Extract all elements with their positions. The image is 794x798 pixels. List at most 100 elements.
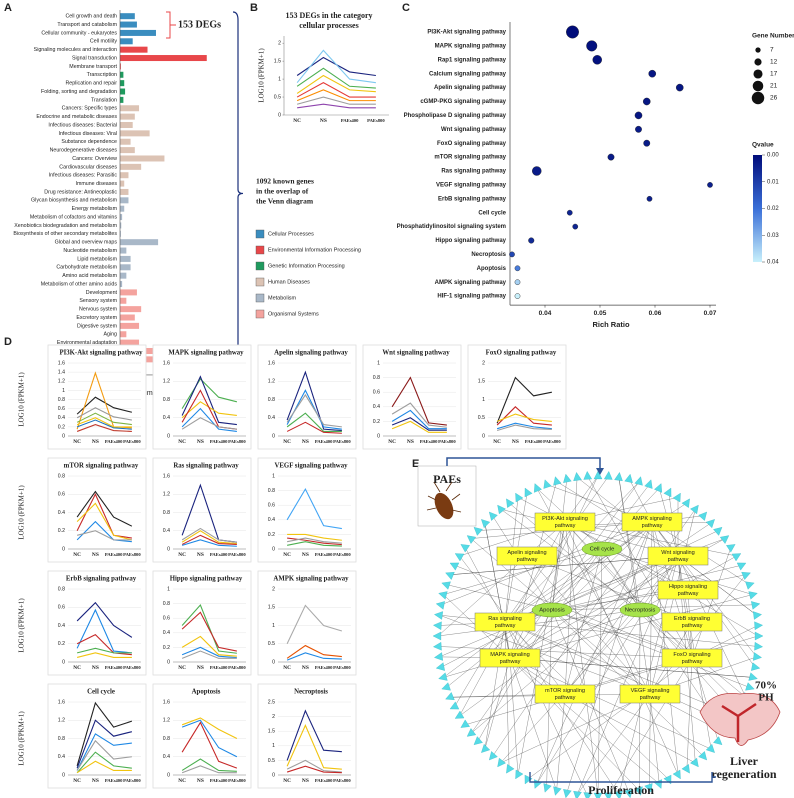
gene-node xyxy=(553,786,562,796)
data-line xyxy=(286,644,342,659)
bar xyxy=(120,297,127,304)
category-label: Digestive system xyxy=(77,323,118,329)
x-tick-label: NC xyxy=(178,665,186,671)
process-label: Apoptosis xyxy=(539,608,565,614)
category-label: Amino acid metabolism xyxy=(62,273,117,279)
x-tick-label: NS xyxy=(197,439,204,445)
legend-label: Environmental Information Processing xyxy=(268,247,361,253)
y-tick-label: 0 xyxy=(167,659,170,665)
data-line xyxy=(391,420,447,433)
gene-node xyxy=(454,710,465,719)
y-tick-label: 0.6 xyxy=(58,406,65,412)
gene-node xyxy=(524,774,533,785)
data-line xyxy=(181,719,238,758)
y-tick-label: 0 xyxy=(272,772,275,778)
category-label: Infectious diseases: Bacterial xyxy=(48,122,117,128)
chart-title: PI3K-Akt signaling pathway xyxy=(59,350,143,357)
y-tick-label: 0.4 xyxy=(58,510,65,516)
category-label: Environmental adaptation xyxy=(57,340,117,346)
legend-bubble xyxy=(752,80,764,92)
bar xyxy=(120,105,140,112)
data-line xyxy=(76,647,132,654)
bar xyxy=(120,205,125,212)
edge xyxy=(470,548,603,734)
y-tick-label: 0.8 xyxy=(268,397,275,403)
data-line xyxy=(286,393,342,428)
edge xyxy=(601,548,641,611)
colorbar-label: 0.00 xyxy=(767,153,779,159)
edge xyxy=(437,521,566,637)
annotation: 1092 known genes xyxy=(256,177,314,186)
data-line xyxy=(76,530,132,541)
edge xyxy=(492,521,653,757)
y-tick-label: 0 xyxy=(62,659,65,665)
data-line xyxy=(181,717,238,739)
bracket xyxy=(166,11,176,39)
bubble xyxy=(648,69,657,78)
edge xyxy=(649,693,660,784)
y-tick-label: 0 xyxy=(167,772,170,778)
gene-node xyxy=(754,621,763,631)
y-tick-label: 0.8 xyxy=(373,375,380,381)
category-label: Metabolism of cofactors and vitamins xyxy=(30,214,117,220)
x-tick-label: PAEs800 xyxy=(333,552,351,557)
x-tick-label: NC xyxy=(493,439,501,445)
y-tick-label: 0.5 xyxy=(478,415,485,421)
data-line xyxy=(286,487,342,530)
bubble xyxy=(528,237,535,244)
y-tick-label: 1.2 xyxy=(163,492,170,498)
gene-node xyxy=(515,492,524,503)
data-line xyxy=(76,396,133,415)
bar xyxy=(120,331,127,338)
legend-bubble xyxy=(753,69,763,79)
gene-node xyxy=(753,652,762,661)
gene-node xyxy=(614,791,623,798)
y-tick-label: 2.5 xyxy=(268,699,275,705)
gene-node xyxy=(435,601,445,610)
bar xyxy=(120,96,124,103)
edge xyxy=(509,657,557,791)
chart-title: Ras signaling pathway xyxy=(173,463,239,470)
gene-node xyxy=(705,519,715,529)
bubble xyxy=(509,251,515,258)
category-label: Development xyxy=(86,290,118,296)
y-tick-label: 1 xyxy=(62,388,65,394)
data-line xyxy=(181,721,238,769)
y-tick-label: 0 xyxy=(62,433,65,439)
gene-node xyxy=(719,535,730,544)
gene-node xyxy=(573,472,582,481)
bar xyxy=(120,339,140,346)
edge xyxy=(564,635,759,695)
category-label: Nervous system xyxy=(79,307,118,313)
edge xyxy=(509,657,519,775)
category-label: Cell cycle xyxy=(478,210,506,216)
liver-vessel xyxy=(721,702,757,742)
category-label: cGMP-PKG signaling pathway xyxy=(420,99,506,105)
data-line xyxy=(286,389,342,430)
bar xyxy=(120,38,133,45)
data-line xyxy=(76,652,132,658)
pathway-node xyxy=(621,512,683,532)
data-line xyxy=(181,635,237,657)
category-label: Signaling molecules and interaction xyxy=(34,47,117,53)
x-tick-label: PAEs800 xyxy=(228,778,246,783)
gene-node xyxy=(473,736,483,746)
chart-frame xyxy=(152,683,252,789)
category-label: AMPK signaling pathway xyxy=(435,280,507,286)
gene-node xyxy=(497,504,506,515)
gene-node xyxy=(741,571,751,580)
pathway-node xyxy=(619,684,681,704)
data-line xyxy=(76,490,133,527)
edge xyxy=(564,521,689,591)
y-tick-label: 0.8 xyxy=(268,488,275,494)
edge xyxy=(608,657,693,796)
x-tick-label: NC xyxy=(283,439,291,445)
x-tick-label: PAEs400 xyxy=(210,665,228,670)
legend-swatch xyxy=(255,309,265,319)
data-line xyxy=(496,424,552,432)
y-tick-label: 0 xyxy=(167,546,170,552)
chart-title: Hippo signaling pathway xyxy=(170,576,243,583)
y-tick-label: 0.6 xyxy=(268,503,275,509)
data-line xyxy=(76,719,133,769)
